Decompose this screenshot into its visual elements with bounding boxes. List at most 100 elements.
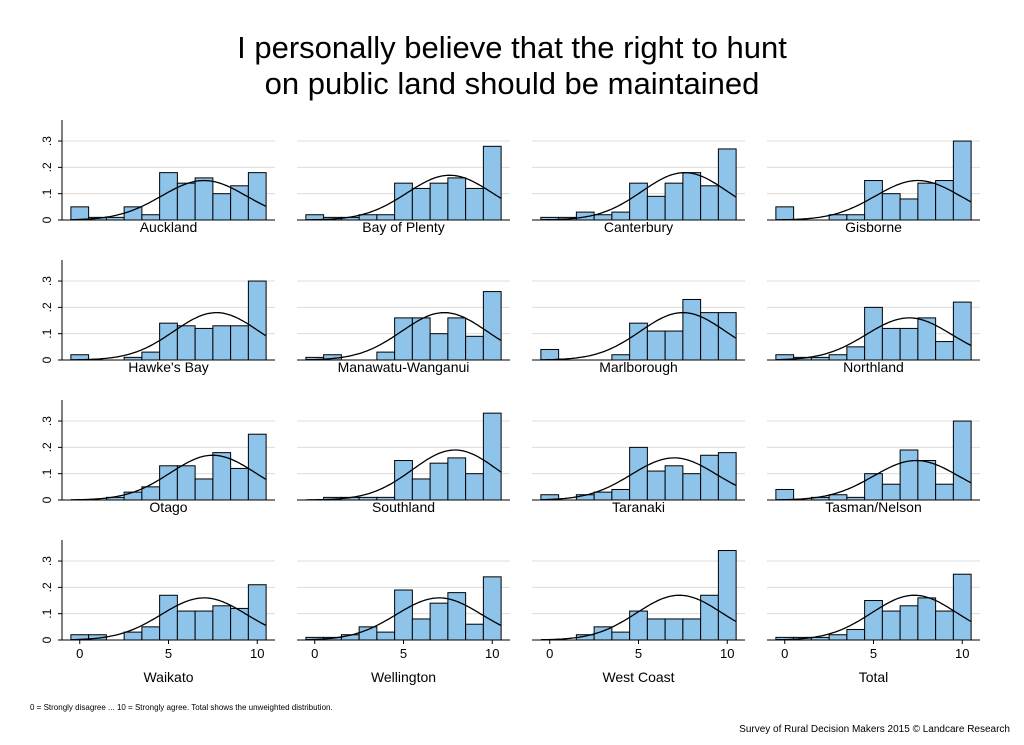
bar [465,335,484,361]
bar [917,182,937,221]
bar [611,631,631,641]
panel-tasman-nelson: Tasman/Nelson [767,420,980,515]
normal-curve [305,449,502,501]
panel-marlborough: Marlborough [532,280,745,375]
normal-curve [775,317,972,361]
normal-curve [775,179,972,221]
bar [176,182,196,221]
panel-label: Tasman/Nelson [825,499,922,515]
bar [429,182,449,221]
bar [646,330,666,361]
bar [429,333,449,361]
bar [176,325,196,361]
bar [682,473,702,501]
bar [70,206,90,221]
y-tick-label: .1 [40,328,54,338]
x-tick-label: 10 [720,646,734,661]
y-tick-label: .1 [40,468,54,478]
bar [247,280,267,361]
panel-total: 0 5 10 Total [767,560,980,685]
x-tick-label: 5 [635,646,642,661]
bar [123,491,143,501]
bar [775,488,795,501]
bar [682,618,702,641]
bar [247,172,267,221]
bar [411,478,431,501]
normal-curve [540,457,737,501]
x-tick-label: 5 [870,646,877,661]
normal-curve [775,594,972,641]
bar [394,317,413,361]
x-tick-label: 0 [311,646,318,661]
x-tick-label: 0 [76,646,83,661]
panel-label: Taranaki [612,499,665,515]
y-tick-label: .3 [40,416,54,426]
bar [881,610,901,641]
bar [917,460,937,501]
chart-title: I personally believe that the right to h… [0,30,1024,102]
y-tick-label: .1 [40,608,54,618]
bar [230,467,249,501]
panel-otago: 0 .1 .2 .3 Otago [40,400,275,515]
bar [881,483,901,501]
y-tick-label: 0 [40,636,54,643]
bar [881,193,901,221]
bar [935,610,954,641]
bar [664,182,684,221]
bar [376,631,396,641]
bar [141,626,161,641]
bar [358,626,378,641]
bar [828,634,848,641]
panel-label: Wellington [371,669,436,685]
y-tick-label: .3 [40,276,54,286]
panel-bay-of-plenty: Bay of Plenty [297,140,510,235]
bar [123,631,143,641]
bar [899,327,919,361]
bar [159,465,178,501]
x-tick-label: 5 [165,646,172,661]
bar [682,298,702,361]
bar [247,584,267,641]
normal-curve [540,311,737,361]
x-tick-label: 10 [485,646,499,661]
bar [952,573,972,641]
bar [411,317,431,361]
panel-label: Total [859,669,889,685]
bar [899,449,919,501]
panel-canterbury: Canterbury [532,140,745,235]
y-tick-label: 0 [40,216,54,223]
y-tick-label: 0 [40,356,54,363]
y-tick-label: .3 [40,136,54,146]
bar [646,470,666,501]
x-tick-label: 5 [400,646,407,661]
y-tick-label: 0 [40,496,54,503]
bar [646,618,666,641]
bar [194,478,214,501]
panel-label: Hawke's Bay [128,359,208,375]
panel-auckland: 0 .1 .2 .3 Auckland [40,120,275,235]
bar [717,148,737,221]
bar [700,185,719,221]
panel-label: Manawatu-Wanganui [338,359,470,375]
panel-label: Canterbury [604,219,673,235]
bar [482,576,502,641]
bar [212,193,232,221]
bar [411,618,431,641]
bar [482,291,502,361]
bar [664,618,684,641]
normal-curve [540,594,737,641]
y-tick-label: .3 [40,556,54,566]
bar [899,198,919,221]
bar [194,327,214,361]
bar [846,628,866,641]
normal-curve [70,311,267,361]
bar [775,206,795,221]
panel-hawke-s-bay: 0 .1 .2 .3 Hawke's Bay [40,260,275,375]
normal-curve [70,179,267,221]
bar [899,605,919,641]
bar [881,327,901,361]
panel-label: Gisborne [845,219,902,235]
panel-manawatu-wanganui: Manawatu-Wanganui [297,280,510,375]
bar [429,462,449,501]
